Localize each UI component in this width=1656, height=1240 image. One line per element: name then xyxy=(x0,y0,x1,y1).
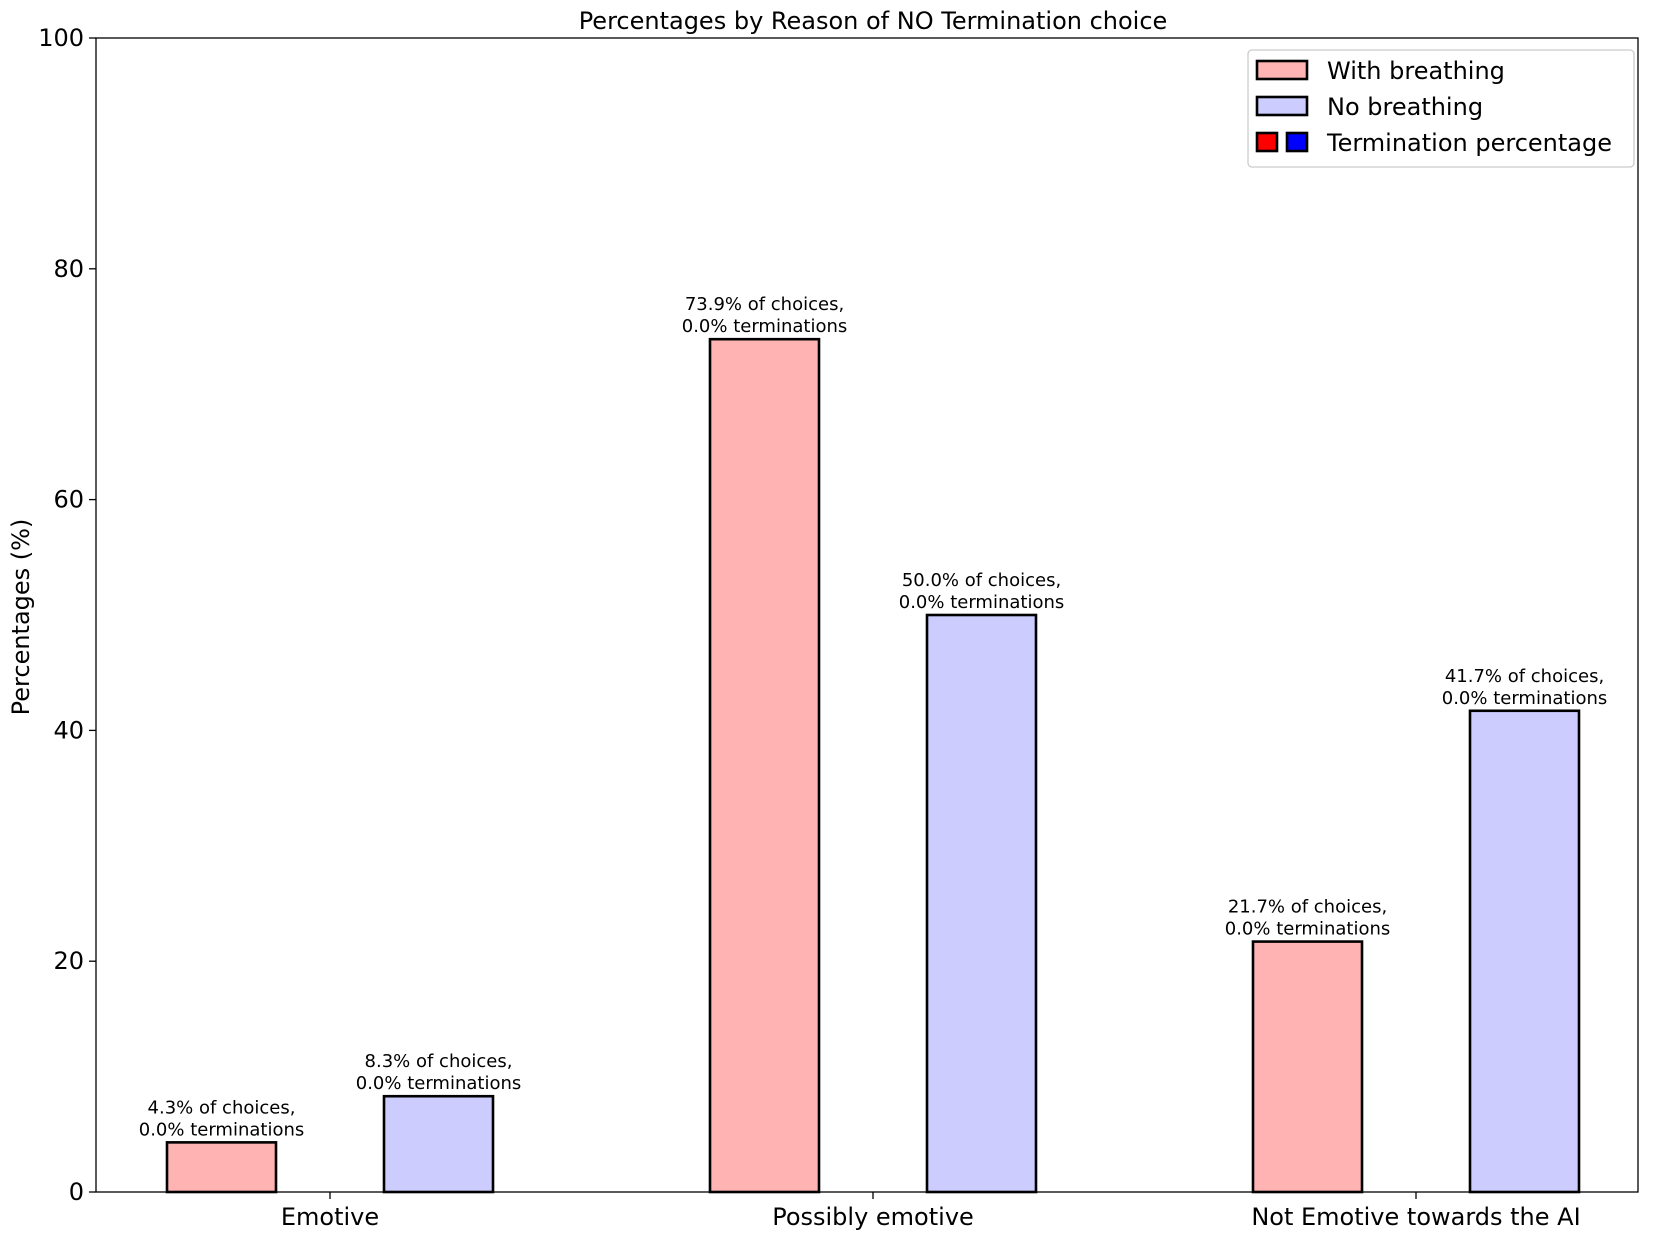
data-label: 21.7% of choices, xyxy=(1228,897,1387,918)
x-tick-label: Not Emotive towards the AI xyxy=(1251,1203,1580,1231)
y-tick-label: 20 xyxy=(53,947,84,975)
bar xyxy=(1468,709,1581,1194)
legend-label: No breathing xyxy=(1327,93,1483,121)
y-tick-label: 0 xyxy=(69,1178,84,1206)
legend: With breathing No breathing Termination pe… xyxy=(1247,49,1635,168)
data-label: 41.7% of choices, xyxy=(1445,666,1604,687)
chart-title: Percentages by Reason of NO Termination … xyxy=(579,7,1168,35)
legend-swatch xyxy=(1255,131,1279,153)
data-label: 0.0% terminations xyxy=(899,592,1065,613)
data-label: 0.0% terminations xyxy=(139,1119,305,1140)
bar xyxy=(708,337,821,1194)
data-label: 0.0% terminations xyxy=(356,1073,522,1094)
bar xyxy=(925,613,1038,1194)
y-tick-label: 40 xyxy=(53,716,84,744)
y-axis-label: Percentages (%) xyxy=(7,519,35,716)
y-tick-label: 60 xyxy=(53,486,84,514)
x-tick-label: Emotive xyxy=(281,1203,379,1231)
bar xyxy=(165,1141,278,1194)
data-label: 8.3% of choices, xyxy=(365,1051,513,1072)
bar xyxy=(382,1094,495,1194)
data-label: 0.0% terminations xyxy=(682,316,848,337)
legend-swatch xyxy=(1255,95,1309,117)
x-tick-label: Possibly emotive xyxy=(772,1203,974,1231)
axes-frame xyxy=(95,37,1639,1193)
data-label: 73.9% of choices, xyxy=(685,294,844,315)
legend-label: With breathing xyxy=(1327,57,1505,85)
data-label: 4.3% of choices, xyxy=(148,1097,296,1118)
legend-swatch xyxy=(1255,59,1309,81)
data-label: 0.0% terminations xyxy=(1442,688,1608,709)
legend-label: Termination percentage xyxy=(1326,129,1612,157)
data-label: 50.0% of choices, xyxy=(902,570,1061,591)
bar xyxy=(1251,940,1364,1194)
data-label: 0.0% terminations xyxy=(1225,919,1391,940)
y-tick-label: 100 xyxy=(38,24,84,52)
legend-box xyxy=(1247,49,1635,168)
y-tick-label: 80 xyxy=(53,255,84,283)
legend-swatch xyxy=(1285,131,1309,153)
